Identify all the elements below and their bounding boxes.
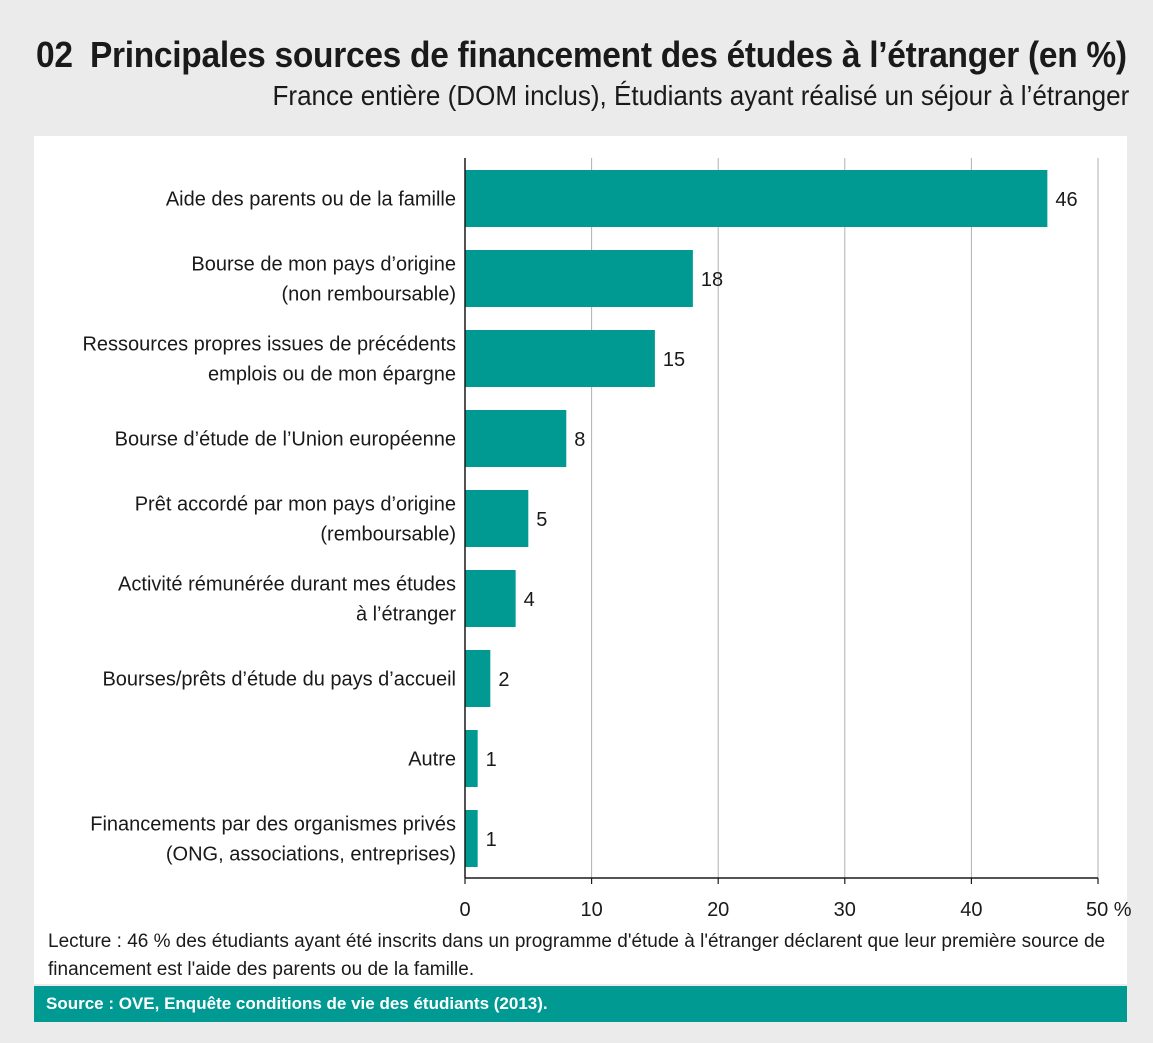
category-label: à l’étranger [356, 604, 456, 626]
chart-title: 02 Principales sources de financement des… [36, 34, 1127, 76]
category-label: (remboursable) [320, 524, 456, 546]
value-label: 15 [663, 349, 685, 371]
tick-label: 20 [707, 899, 729, 921]
bar [465, 570, 516, 627]
value-label: 8 [574, 429, 585, 451]
bar [465, 170, 1048, 227]
category-label: Bourses/prêts d’étude du pays d’accueil [102, 669, 456, 691]
value-label: 1 [486, 749, 497, 771]
bar [465, 410, 567, 467]
source-note: Source : OVE, Enquête conditions de vie … [34, 986, 1127, 1022]
tick-label: 0 [459, 899, 470, 921]
tick-label: 50 % [1086, 899, 1132, 921]
chart-subtitle: France entière (DOM inclus), Étudiants a… [272, 80, 1129, 111]
category-label: Bourse de mon pays d’origine [191, 254, 456, 276]
tick-label: 10 [580, 899, 602, 921]
bar [465, 730, 478, 787]
value-label: 4 [524, 589, 535, 611]
chart-number: 02 [36, 34, 73, 75]
value-label: 18 [701, 269, 723, 291]
chart-title-text: Principales sources de financement des é… [89, 34, 1127, 75]
bar [465, 810, 478, 867]
tick-label: 30 [834, 899, 856, 921]
category-label: Ressources propres issues de précédents [82, 334, 456, 356]
bar [465, 250, 693, 307]
value-label: 1 [486, 829, 497, 851]
bar [465, 490, 529, 547]
category-label: Bourse d’étude de l’Union européenne [115, 429, 456, 451]
category-label: (non remboursable) [281, 284, 456, 306]
reading-note: Lecture : 46 % des étudiants ayant été i… [48, 931, 1106, 980]
value-label: 2 [498, 669, 509, 691]
category-label: emplois ou de mon épargne [208, 364, 456, 386]
tick-label: 40 [960, 899, 982, 921]
bar [465, 650, 491, 707]
category-label: Financements par des organismes privés [90, 814, 456, 836]
category-label: (ONG, associations, entreprises) [166, 844, 456, 866]
value-label: 5 [536, 509, 547, 531]
category-label: Autre [408, 749, 456, 771]
value-label: 46 [1055, 189, 1077, 211]
category-label: Prêt accordé par mon pays d’origine [135, 494, 456, 516]
bar [465, 330, 655, 387]
category-label: Aide des parents ou de la famille [166, 189, 456, 211]
category-label: Activité rémunérée durant mes études [118, 574, 456, 596]
